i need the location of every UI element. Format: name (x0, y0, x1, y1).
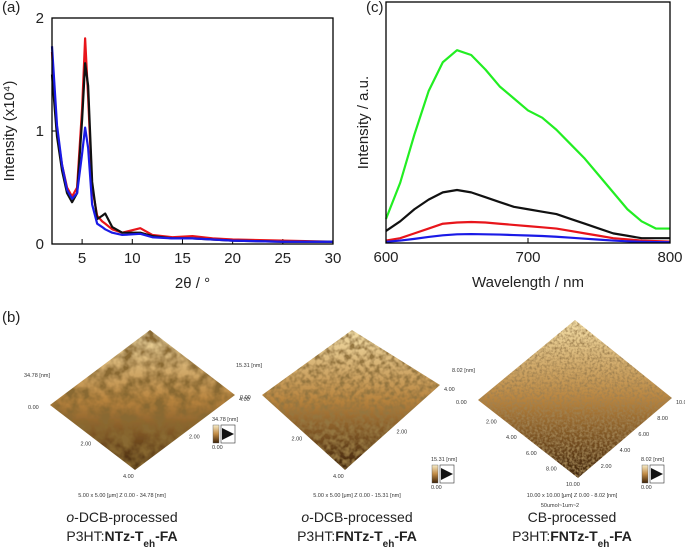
caption-part: NTz-T (105, 528, 144, 544)
scan-info: 5.00 x 5.00 [μm] Z 0.00 - 34.78 [nm] (78, 493, 166, 499)
series-line (384, 49, 670, 230)
caption-part: eh (598, 539, 610, 548)
y-tick-label: 4.00 (620, 448, 631, 454)
caption-part: P3HT: (66, 528, 104, 544)
y-tick-label: 1 (36, 123, 44, 140)
series-line (385, 232, 671, 244)
x-tick-label: 10 (124, 250, 141, 267)
caption: P3HT:FNTz-Teh-FA (512, 528, 632, 548)
y-tick-label: 10.00 (676, 400, 685, 406)
caption: o-DCB-processed (301, 509, 412, 525)
x-tick-label: 800 (657, 249, 682, 266)
panel-label: (c) (366, 0, 384, 16)
caption: CB-processed (528, 509, 617, 525)
colorbar-max: 8.02 [nm] (641, 457, 664, 463)
x-tick-label: 4.00 (506, 435, 517, 441)
colorbar (212, 424, 220, 444)
x-axis-label: Wavelength / nm (472, 274, 584, 291)
caption: o-DCB-processed (66, 509, 177, 525)
z-min: 0.00 (28, 405, 39, 411)
x-tick-label: 4.00 (333, 474, 344, 480)
afm-surface (50, 330, 235, 470)
afm-surface (478, 320, 672, 478)
z-min: 0.00 (456, 400, 467, 406)
plot-frame (51, 17, 334, 245)
x-tick-label: 4.00 (123, 474, 134, 480)
y-tick-label: 0 (36, 236, 44, 253)
caption-part: P3HT: (512, 528, 550, 544)
x-tick-label: 25 (274, 250, 291, 267)
y-tick-label: 4.00 (444, 387, 455, 393)
colorbar-max: 34.78 [nm] (212, 417, 238, 423)
caption-part: -FA (394, 528, 417, 544)
caption-part: -FA (609, 528, 632, 544)
y-tick-label: 2.00 (397, 430, 408, 436)
plot-frame (385, 1, 671, 244)
y-tick-label: 2 (36, 10, 44, 27)
y-tick-label: 8.00 (657, 416, 668, 422)
y-axis-label: Intensity (x10⁴) (1, 81, 18, 182)
x-tick-label: 2.00 (292, 437, 303, 443)
colorbar-min: 0.00 (212, 445, 223, 451)
series-line (385, 188, 670, 240)
z-label: 34.78 [nm] (24, 373, 50, 379)
x-tick-label: 8.00 (546, 466, 557, 472)
scan-note: 50umol~1um~2 (541, 503, 579, 509)
x-tick-label: 600 (373, 249, 398, 266)
caption-part: -DCB-processed (309, 509, 412, 525)
panel-label: (a) (2, 0, 20, 16)
caption-part: CB-processed (528, 509, 617, 525)
x-axis-label: 2θ / ° (175, 275, 210, 292)
colorbar-max: 15.31 [nm] (431, 457, 457, 463)
caption-part: -DCB-processed (74, 509, 177, 525)
colorbar-min: 0.00 (641, 485, 652, 491)
histogram (441, 468, 453, 480)
x-tick-label: 5 (78, 250, 86, 267)
colorbar (641, 464, 649, 484)
caption-part: o (301, 509, 309, 525)
y-axis-label: Intensity / a.u. (355, 76, 372, 169)
y-tick-label: 4.00 (239, 397, 250, 403)
x-tick-label: 700 (515, 249, 540, 266)
y-tick-label: 6.00 (638, 432, 649, 438)
scan-info: 10.00 x 10.00 [μm] Z 0.00 - 8.02 [nm] (527, 493, 618, 499)
panel-label: (b) (2, 309, 20, 326)
z-label: 8.02 [nm] (452, 368, 475, 374)
caption-part: P3HT: (297, 528, 335, 544)
scan-info: 5.00 x 5.00 [μm] Z 0.00 - 15.31 [nm] (313, 493, 401, 499)
x-tick-label: 30 (325, 250, 342, 267)
caption: P3HT:FNTz-Teh-FA (297, 528, 417, 548)
caption-part: eh (383, 539, 395, 548)
y-tick-label: 2.00 (189, 435, 200, 441)
x-tick-label: 2.00 (486, 420, 497, 426)
histogram (222, 428, 234, 440)
z-min: 0.00 (240, 395, 251, 401)
colorbar-min: 0.00 (431, 485, 442, 491)
caption-part: eh (143, 539, 155, 548)
caption-part: FNTz-T (550, 528, 598, 544)
afm-surface (262, 330, 440, 470)
histogram (651, 468, 663, 480)
x-tick-label: 6.00 (526, 451, 537, 457)
y-tick-label: 2.00 (601, 464, 612, 470)
z-label: 15.31 [nm] (236, 363, 262, 369)
caption-part: FNTz-T (335, 528, 383, 544)
colorbar (431, 464, 439, 484)
caption-part: o (66, 509, 74, 525)
x-tick-label: 10.00 (566, 482, 580, 488)
series-line (385, 220, 671, 243)
caption: P3HT:NTz-Teh-FA (66, 528, 177, 548)
caption-part: -FA (155, 528, 178, 544)
x-tick-label: 15 (174, 250, 191, 267)
x-tick-label: 20 (224, 250, 241, 267)
series-line (50, 46, 333, 243)
x-tick-label: 2.00 (81, 442, 92, 448)
